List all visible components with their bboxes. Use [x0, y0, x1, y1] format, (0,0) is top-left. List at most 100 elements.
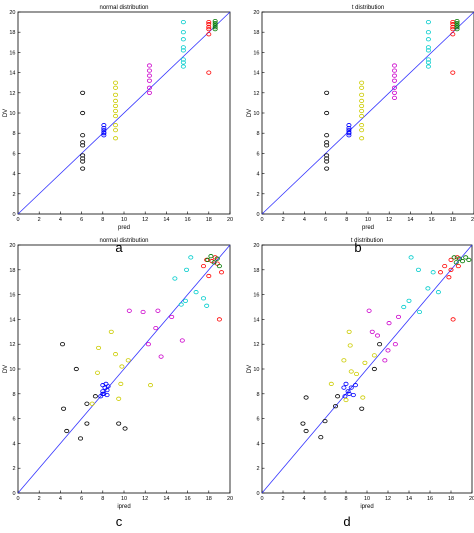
- y-tick-label: 12: [9, 91, 15, 97]
- data-point: [95, 370, 101, 375]
- data-point: [341, 385, 347, 390]
- data-point: [346, 329, 352, 334]
- data-point: [448, 257, 454, 262]
- y-axis-label: DV: [247, 109, 253, 117]
- data-point: [101, 123, 107, 128]
- data-point: [146, 63, 152, 68]
- panel-letter: d: [343, 514, 350, 529]
- data-point: [119, 364, 125, 369]
- y-axis-label: DV: [3, 109, 9, 117]
- data-point: [303, 395, 309, 400]
- x-tick-label: 14: [163, 496, 169, 502]
- data-point: [343, 397, 349, 403]
- y-tick-label: 8: [12, 131, 15, 137]
- data-point: [180, 30, 186, 35]
- x-tick-label: 6: [323, 496, 326, 502]
- data-point: [122, 426, 128, 431]
- panel-letter: a: [115, 240, 123, 255]
- y-tick-label: 6: [12, 417, 15, 423]
- x-tick-label: 2: [282, 217, 285, 223]
- data-point: [216, 317, 222, 322]
- data-point: [214, 256, 220, 261]
- identity-line: [261, 11, 474, 215]
- x-tick-label: 6: [324, 217, 327, 223]
- data-point: [359, 136, 365, 141]
- data-point: [425, 64, 431, 69]
- x-tick-label: 2: [281, 496, 284, 502]
- data-point: [391, 73, 397, 78]
- y-tick-label: 10: [9, 111, 15, 117]
- data-point: [391, 78, 397, 83]
- data-point: [448, 267, 454, 272]
- identity-line: [17, 11, 231, 215]
- data-point: [89, 401, 95, 406]
- x-tick-label: 16: [185, 217, 191, 223]
- data-point: [366, 308, 372, 313]
- data-point: [391, 85, 397, 90]
- x-tick-label: 10: [121, 496, 127, 502]
- data-point: [125, 358, 131, 363]
- chart-title: t distribution: [351, 238, 383, 244]
- data-point: [61, 406, 67, 411]
- data-point: [359, 406, 365, 411]
- data-point: [206, 22, 212, 27]
- x-tick-label: 12: [386, 217, 392, 223]
- data-point: [193, 290, 199, 295]
- y-tick-label: 8: [256, 392, 259, 398]
- data-point: [118, 381, 124, 386]
- y-tick-label: 0: [256, 212, 259, 218]
- data-point: [116, 396, 122, 401]
- data-point: [359, 80, 365, 85]
- data-point: [108, 329, 114, 334]
- x-tick-label: 0: [16, 217, 19, 223]
- x-tick-label: 18: [448, 496, 454, 502]
- data-point: [126, 308, 132, 313]
- data-point: [395, 314, 401, 320]
- data-point: [113, 352, 119, 357]
- data-point: [406, 298, 412, 303]
- x-axis-label: ipred: [117, 504, 130, 510]
- data-point: [353, 371, 359, 377]
- data-point: [180, 45, 186, 50]
- data-point: [345, 389, 351, 394]
- data-point: [146, 73, 152, 78]
- data-point: [212, 21, 218, 26]
- data-point: [360, 395, 366, 400]
- data-point: [206, 27, 212, 32]
- x-tick-label: 0: [260, 496, 263, 502]
- x-tick-label: 18: [450, 217, 456, 223]
- chart-title: normal distribution: [99, 238, 148, 244]
- y-tick-label: 14: [9, 71, 15, 77]
- x-tick-label: 12: [142, 217, 148, 223]
- data-point: [359, 103, 365, 109]
- data-point: [180, 64, 186, 69]
- data-point: [212, 25, 218, 30]
- x-tick-label: 18: [206, 217, 212, 223]
- data-point: [385, 348, 391, 353]
- data-point: [179, 338, 185, 343]
- data-point: [341, 358, 347, 363]
- data-point: [425, 19, 431, 25]
- x-tick-label: 2: [38, 496, 41, 502]
- y-tick-label: 10: [253, 367, 259, 373]
- y-tick-label: 16: [253, 50, 259, 56]
- y-tick-label: 18: [9, 30, 15, 36]
- data-point: [347, 343, 353, 348]
- data-point: [206, 70, 212, 75]
- data-point: [211, 260, 217, 265]
- x-tick-label: 12: [385, 496, 391, 502]
- data-point: [392, 342, 398, 347]
- data-point: [324, 153, 330, 158]
- data-point: [78, 436, 84, 441]
- panel-letter: b: [354, 240, 361, 255]
- data-point: [92, 394, 98, 399]
- y-tick-label: 6: [12, 151, 15, 157]
- data-point: [113, 92, 119, 97]
- data-point: [450, 32, 456, 37]
- data-point: [425, 45, 431, 50]
- data-point: [180, 37, 186, 42]
- data-point: [212, 18, 218, 24]
- data-point: [425, 286, 431, 291]
- data-point: [454, 25, 460, 30]
- y-tick-label: 2: [12, 466, 15, 472]
